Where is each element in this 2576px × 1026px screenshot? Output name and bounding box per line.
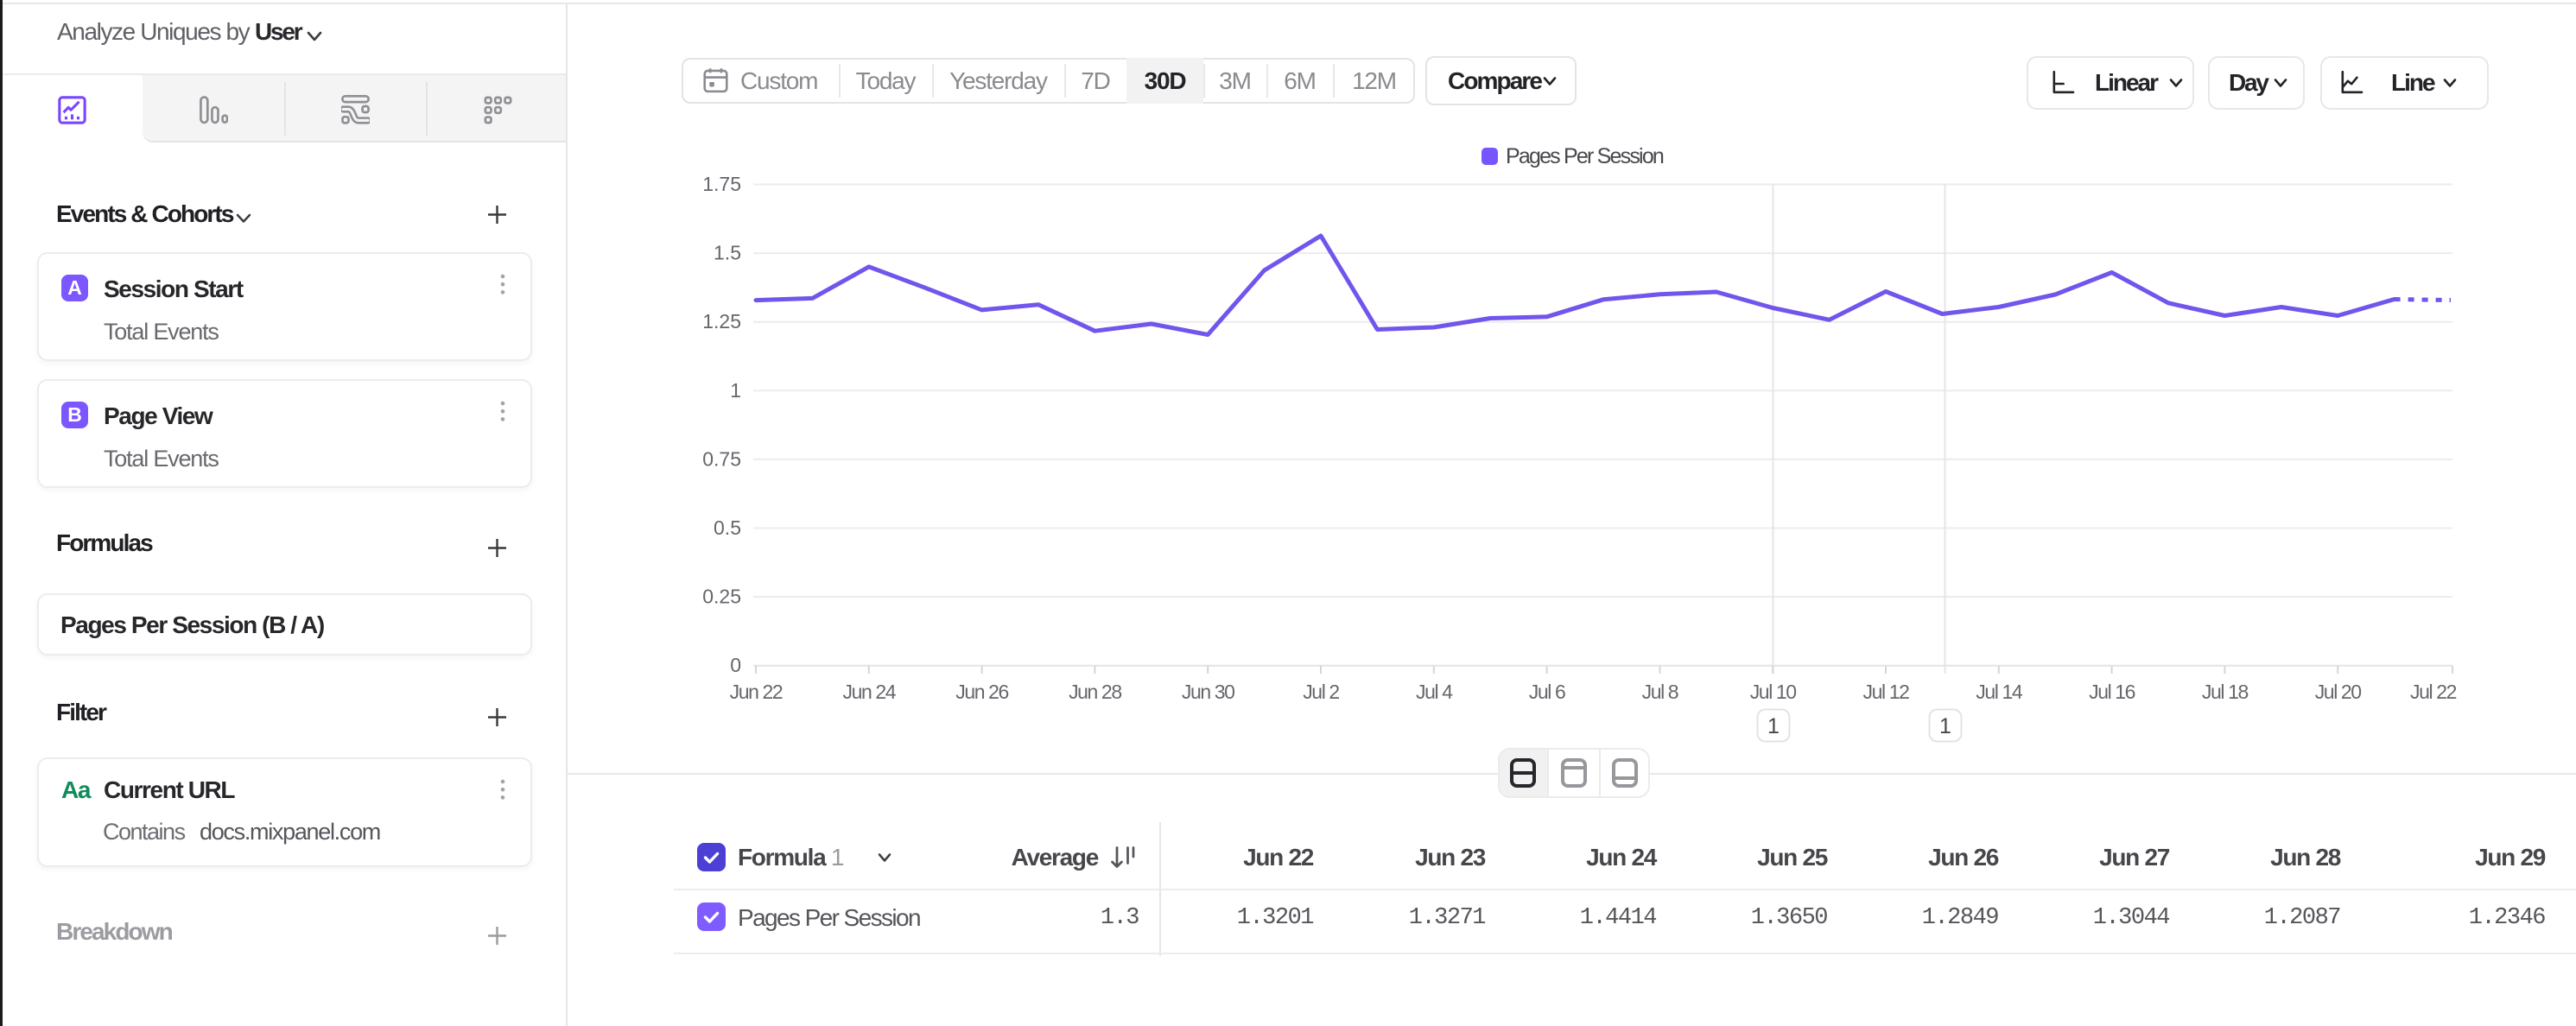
svg-text:Jun 24: Jun 24 <box>842 681 896 703</box>
svg-text:Jul 2: Jul 2 <box>1303 681 1339 703</box>
svg-text:Jun 22: Jun 22 <box>730 681 783 703</box>
svg-text:0: 0 <box>730 654 741 676</box>
svg-text:Jul 16: Jul 16 <box>2089 681 2135 703</box>
svg-text:Jul 20: Jul 20 <box>2315 681 2362 703</box>
svg-text:Jul 12: Jul 12 <box>1863 681 1910 703</box>
svg-text:Jul 10: Jul 10 <box>1750 681 1797 703</box>
svg-text:1: 1 <box>1939 714 1951 738</box>
svg-text:0.25: 0.25 <box>702 586 741 608</box>
svg-text:Jul 6: Jul 6 <box>1529 681 1565 703</box>
svg-text:Jul 14: Jul 14 <box>1976 681 2023 703</box>
svg-text:1.75: 1.75 <box>702 173 741 195</box>
svg-text:Jul 4: Jul 4 <box>1416 681 1453 703</box>
svg-text:Jul 8: Jul 8 <box>1642 681 1678 703</box>
svg-text:1.5: 1.5 <box>714 242 741 264</box>
svg-text:1: 1 <box>730 379 741 402</box>
svg-text:Jun 26: Jun 26 <box>955 681 1008 703</box>
svg-text:Jul 22: Jul 22 <box>2410 681 2457 703</box>
svg-text:Jun 28: Jun 28 <box>1069 681 1121 703</box>
svg-text:0.75: 0.75 <box>702 447 741 470</box>
svg-text:0.5: 0.5 <box>714 516 741 539</box>
svg-text:1.25: 1.25 <box>702 310 741 332</box>
svg-text:Jun 30: Jun 30 <box>1182 681 1234 703</box>
svg-text:1: 1 <box>1767 714 1780 738</box>
svg-text:Jul 18: Jul 18 <box>2202 681 2249 703</box>
